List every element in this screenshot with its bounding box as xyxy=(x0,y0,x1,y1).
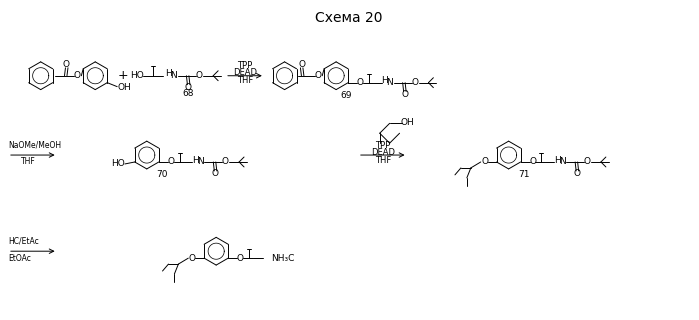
Text: O: O xyxy=(212,169,219,178)
Text: O: O xyxy=(574,169,581,178)
Text: H: H xyxy=(192,156,199,164)
Text: O: O xyxy=(74,71,81,80)
Text: NaOMe/MeOH: NaOMe/MeOH xyxy=(8,140,61,150)
Text: OH: OH xyxy=(401,118,415,127)
Text: H: H xyxy=(165,69,172,78)
Text: EtOAc: EtOAc xyxy=(8,254,31,263)
Text: OH: OH xyxy=(117,83,131,92)
Text: HC/EtAc: HC/EtAc xyxy=(8,237,38,246)
Text: H: H xyxy=(382,76,388,85)
Text: O: O xyxy=(63,60,70,69)
Text: 71: 71 xyxy=(518,170,529,180)
Text: O: O xyxy=(481,157,488,166)
Text: NH₃C: NH₃C xyxy=(271,254,294,263)
Text: HO: HO xyxy=(130,71,144,80)
Text: THF: THF xyxy=(237,76,253,85)
Text: DEAD: DEAD xyxy=(370,148,395,156)
Text: +: + xyxy=(117,69,129,82)
Text: O: O xyxy=(222,157,229,166)
Text: O: O xyxy=(298,60,305,69)
Text: O: O xyxy=(315,71,322,80)
Text: O: O xyxy=(189,254,196,263)
Text: N: N xyxy=(559,157,565,166)
Text: THF: THF xyxy=(21,157,36,166)
Text: N: N xyxy=(170,71,177,80)
Text: N: N xyxy=(387,78,393,87)
Text: O: O xyxy=(236,254,243,263)
Text: O: O xyxy=(401,90,408,99)
Text: HO: HO xyxy=(111,159,125,168)
Text: O: O xyxy=(529,157,536,166)
Text: H: H xyxy=(554,156,561,164)
Text: 68: 68 xyxy=(182,89,194,98)
Text: O: O xyxy=(167,157,174,166)
Text: TPP: TPP xyxy=(237,61,252,70)
Text: TPP: TPP xyxy=(375,140,390,150)
Text: O: O xyxy=(185,83,192,92)
Text: Схема 20: Схема 20 xyxy=(315,11,383,25)
Text: THF: THF xyxy=(375,156,391,164)
Text: O: O xyxy=(584,157,591,166)
Text: O: O xyxy=(356,78,363,87)
Text: 69: 69 xyxy=(340,91,352,100)
Text: DEAD: DEAD xyxy=(233,68,257,77)
Text: 70: 70 xyxy=(156,170,167,180)
Text: N: N xyxy=(197,157,204,166)
Text: O: O xyxy=(411,78,418,87)
Text: O: O xyxy=(196,71,203,80)
